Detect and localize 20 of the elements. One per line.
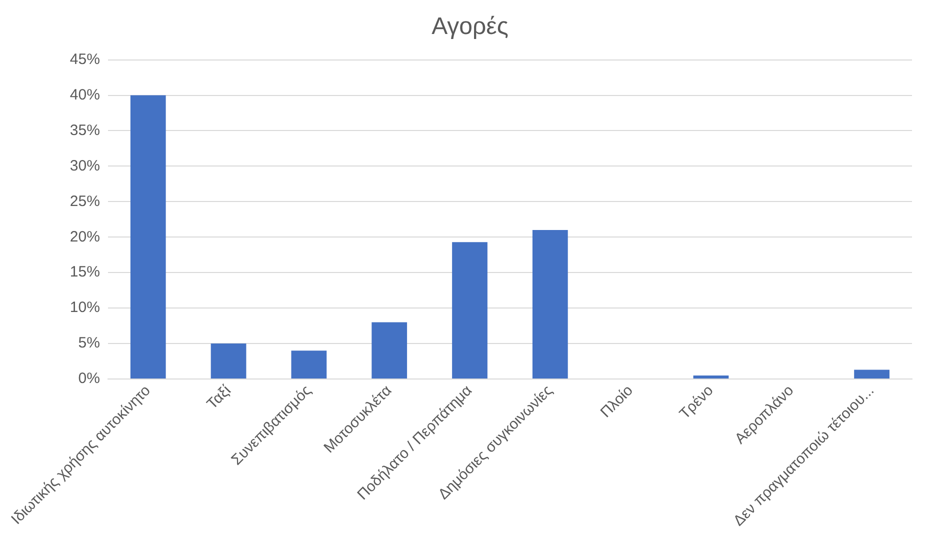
bar (693, 375, 729, 378)
y-tick-label: 20% (70, 228, 100, 246)
y-tick-label: 10% (70, 299, 100, 316)
y-tick-label: 5% (78, 334, 100, 352)
bar (291, 350, 327, 378)
y-tick-label: 25% (70, 192, 100, 210)
y-tick-label: 15% (70, 264, 100, 281)
y-tick-label: 0% (78, 370, 100, 388)
y-tick-label: 45% (70, 50, 100, 68)
y-tick-label: 30% (70, 157, 100, 174)
bar (452, 242, 488, 378)
y-tick-label: 40% (70, 86, 100, 104)
bar (532, 230, 568, 378)
y-tick-label: 35% (70, 122, 100, 139)
bar (210, 344, 246, 378)
bar (130, 95, 166, 378)
bar (854, 370, 890, 378)
chart-title: Αγορές (432, 13, 508, 40)
bar (372, 322, 408, 378)
x-tick-label: Ταξί (204, 382, 235, 413)
